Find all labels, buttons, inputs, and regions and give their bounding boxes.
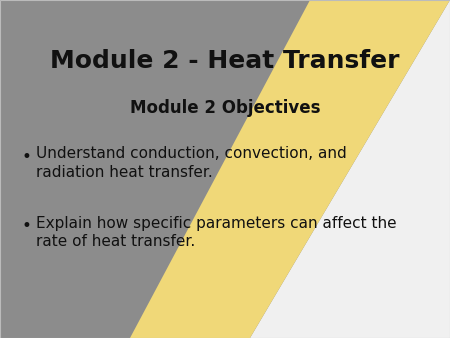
Polygon shape [130, 0, 450, 338]
Text: Module 2 - Heat Transfer: Module 2 - Heat Transfer [50, 49, 400, 73]
Text: radiation heat transfer.: radiation heat transfer. [36, 165, 213, 180]
Text: Understand conduction, convection, and: Understand conduction, convection, and [36, 146, 347, 161]
Text: Explain how specific parameters can affect the: Explain how specific parameters can affe… [36, 216, 396, 231]
Text: •: • [22, 217, 32, 236]
Text: Module 2 Objectives: Module 2 Objectives [130, 99, 320, 117]
Polygon shape [250, 0, 450, 338]
Text: •: • [22, 148, 32, 166]
Text: rate of heat transfer.: rate of heat transfer. [36, 234, 195, 249]
